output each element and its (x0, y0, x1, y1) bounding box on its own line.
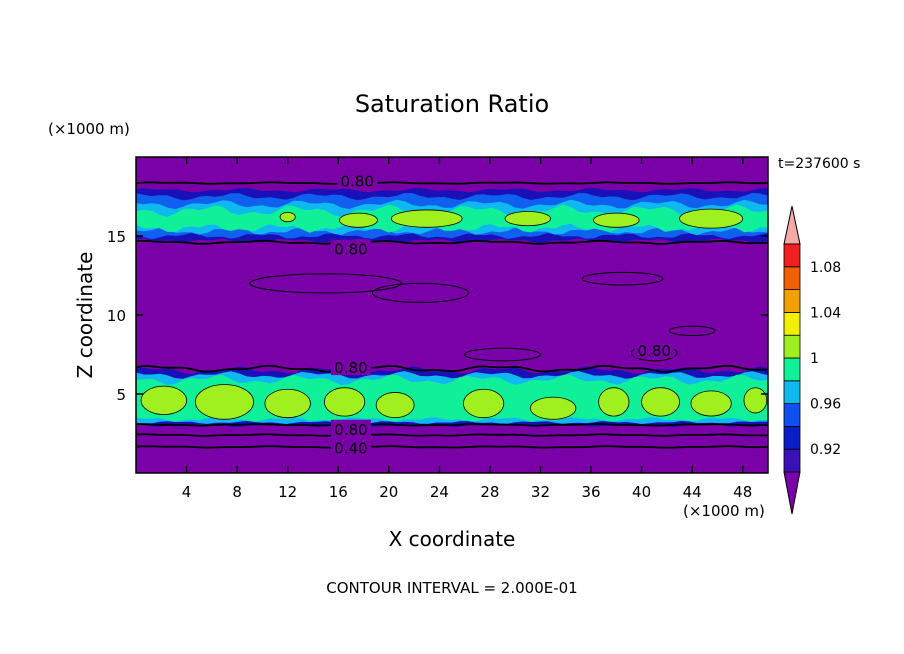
x-tick-label: 24 (430, 483, 449, 501)
contour-loop (464, 347, 541, 362)
colorbar-tick-label: 1.04 (810, 305, 841, 321)
saturated-patch (194, 384, 254, 420)
colorbar: 0.92 0.96 1 1.04 1.08 (783, 205, 841, 515)
contour-label: 0.40 (334, 440, 367, 458)
x-tick-label: 4 (182, 483, 192, 501)
contour-label: 0.80 (334, 241, 367, 259)
saturated-patch (529, 396, 577, 420)
saturated-patch (323, 387, 366, 417)
colorbar-segment (783, 289, 801, 313)
y-axis-label: Z coordinate (73, 252, 97, 379)
x-tick-label: 36 (581, 483, 600, 501)
colorbar-segment (783, 448, 801, 473)
contour-field (136, 157, 768, 473)
y-tick-label: 5 (116, 386, 126, 404)
y-axis: 5 10 15 (107, 228, 768, 404)
colorbar-segment (783, 403, 801, 427)
colorbar-tick-label: 1 (810, 351, 819, 367)
saturated-patch (279, 211, 296, 223)
contour-label-box (330, 358, 371, 376)
colorbar-segment (783, 266, 801, 290)
contour-loop (249, 273, 402, 294)
contour-label: 0.80 (638, 342, 671, 360)
contour-line-upper (136, 239, 768, 245)
contour-interval-footer: CONTOUR INTERVAL = 2.000E-01 (326, 579, 577, 597)
y-tick-label: 15 (107, 228, 126, 246)
contour-lines (136, 181, 768, 449)
contour-loop (668, 325, 716, 336)
x-tick-label: 20 (379, 483, 398, 501)
contour-label-box (330, 239, 371, 257)
colorbar-over-triangle (783, 205, 801, 245)
x-tick-label: 12 (278, 483, 297, 501)
saturated-patch (679, 208, 744, 229)
y-tick-label: 10 (107, 307, 126, 325)
colorbar-segment (783, 380, 801, 404)
saturated-patch (390, 209, 463, 228)
saturated-patch (641, 387, 680, 417)
colorbar-tick-label: 0.92 (810, 442, 841, 458)
contour-label: 0.80 (334, 421, 367, 439)
saturated-patch (140, 385, 188, 415)
colorbar-segment (783, 334, 801, 359)
contour-line-bottom (136, 445, 768, 449)
x-tick-label: 44 (683, 483, 702, 501)
saturated-patch (598, 387, 630, 417)
contour-line-lower (136, 423, 768, 427)
contour-label-box (634, 340, 675, 358)
chart-title: Saturation Ratio (355, 90, 549, 118)
contour-labels: 0.800.800.800.800.800.40 (330, 171, 675, 458)
saturated-patch (504, 211, 552, 227)
contour-label-box (330, 419, 371, 437)
colorbar-segment (783, 357, 801, 382)
x-tick-label: 32 (531, 483, 550, 501)
contour-loop (581, 271, 664, 286)
x-unit-label: (×1000 m) (683, 502, 765, 520)
time-label: t=237600 s (778, 156, 860, 172)
x-tick-label: 28 (480, 483, 499, 501)
contour-label-box (337, 171, 378, 189)
contour-label: 0.80 (334, 359, 367, 377)
x-axis: 4 8 12 16 20 24 28 32 36 40 44 48 (182, 157, 752, 501)
contour-loop (371, 282, 469, 303)
saturated-patch (339, 212, 378, 228)
x-axis-label: X coordinate (389, 527, 516, 551)
colorbar-segment (783, 243, 801, 268)
saturated-patch (462, 388, 505, 419)
contour-label-box (330, 438, 371, 456)
contour-line-middle (136, 364, 768, 373)
saturated-patch (375, 392, 415, 419)
x-tick-label: 8 (232, 483, 242, 501)
x-tick-label: 40 (632, 483, 651, 501)
contour-label: 0.80 (340, 173, 373, 191)
y-unit-label: (×1000 m) (48, 120, 130, 138)
contour-line-top (136, 181, 768, 185)
colorbar-segment (783, 311, 801, 336)
colorbar-tick-label: 1.08 (810, 260, 841, 276)
colorbar-segment (783, 425, 801, 450)
saturated-patch (743, 387, 768, 414)
colorbar-tick-label: 0.96 (810, 397, 841, 413)
saturated-patch (593, 212, 640, 228)
saturated-patch (264, 388, 311, 419)
colorbar-under-triangle (783, 471, 801, 515)
x-tick-label: 48 (733, 483, 752, 501)
saturated-patch (690, 390, 732, 417)
contour-line-lower-2 (136, 433, 768, 437)
x-tick-label: 16 (329, 483, 348, 501)
